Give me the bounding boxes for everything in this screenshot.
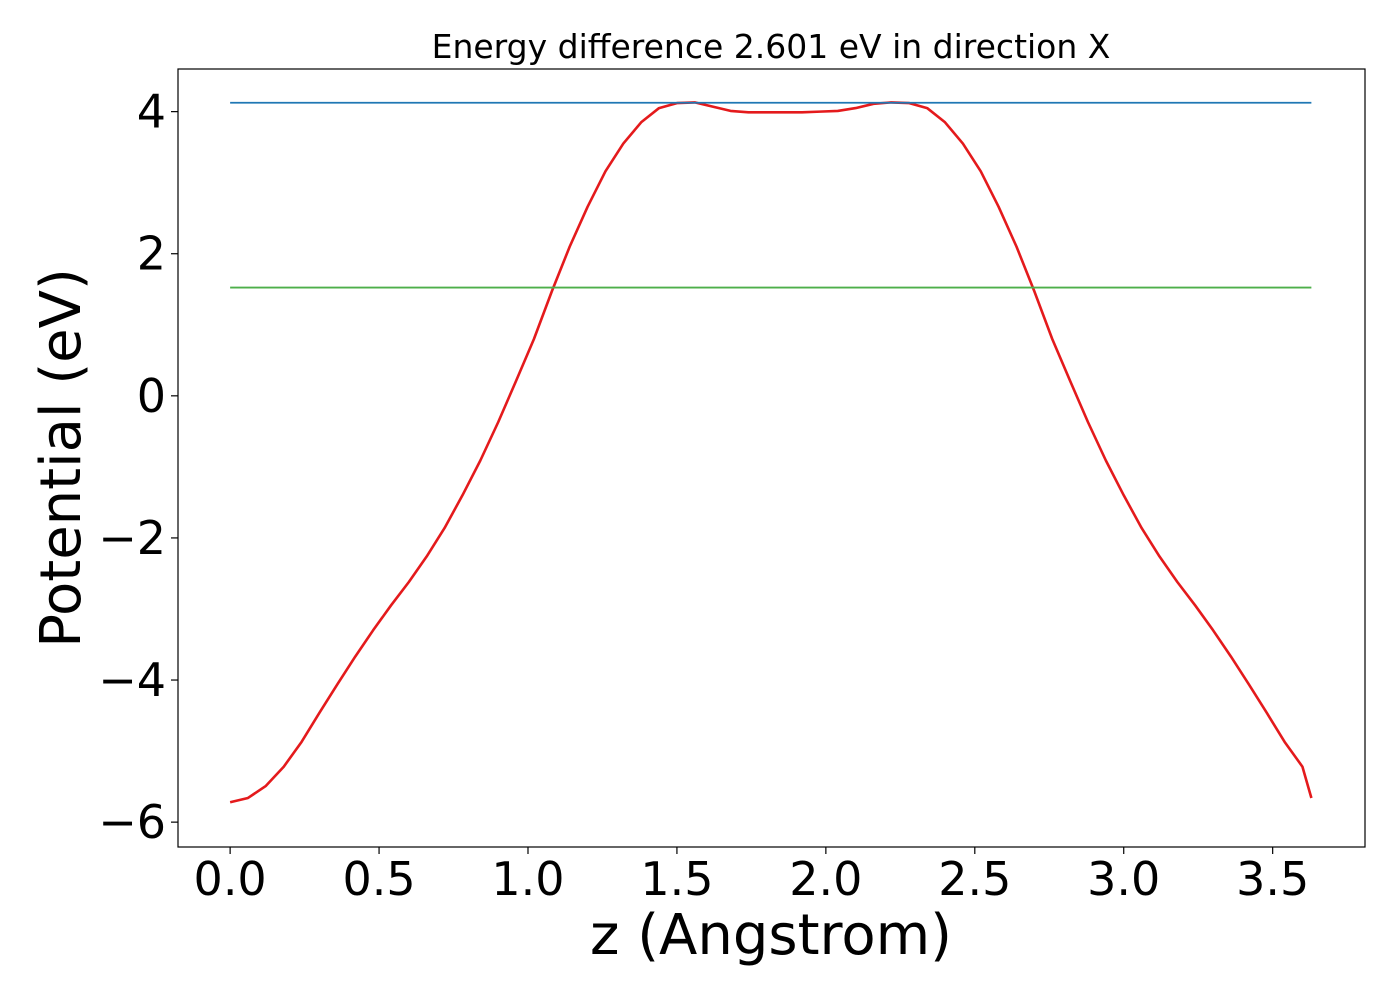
- y-tick-label: 0: [137, 369, 166, 423]
- x-tick-label: 1.0: [491, 852, 564, 906]
- x-axis-label: z (Angstrom): [590, 903, 952, 968]
- series-potential-line: [229, 101, 1313, 804]
- y-tick-label: −4: [98, 653, 166, 707]
- series-layer: [229, 101, 1313, 804]
- x-tick-label: 2.5: [938, 852, 1011, 906]
- y-tick-label: 2: [137, 227, 166, 281]
- x-tick-label: 1.5: [640, 852, 713, 906]
- x-tick-label: 0.0: [194, 852, 267, 906]
- x-axis: 0.0 0.5 1.0 1.5 2.0 2.5 3.0 3.5: [194, 847, 1309, 906]
- plot-frame: [177, 68, 1366, 848]
- y-axis: 4 2 0 −2 −4 −6: [98, 85, 178, 849]
- x-tick-label: 0.5: [342, 852, 415, 906]
- x-tick-label: 3.0: [1087, 852, 1160, 906]
- x-tick-label: 2.0: [789, 852, 862, 906]
- y-tick-label: −6: [98, 795, 166, 849]
- y-axis-label: Potential (eV): [29, 268, 94, 648]
- y-tick-label: 4: [137, 85, 166, 139]
- y-tick-label: −2: [98, 511, 166, 565]
- x-tick-label: 3.5: [1236, 852, 1309, 906]
- chart-title: Energy difference 2.601 eV in direction …: [432, 27, 1111, 66]
